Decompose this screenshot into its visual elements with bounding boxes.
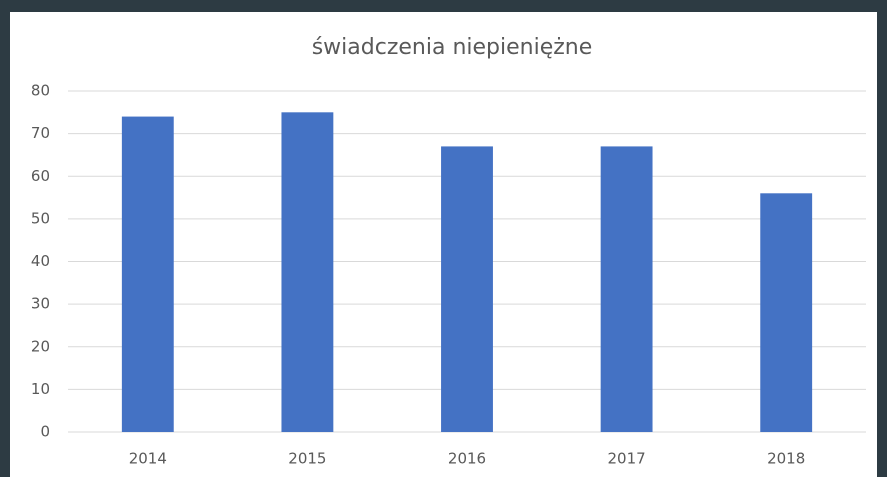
x-tick-label: 2018: [767, 450, 805, 468]
y-tick-label: 80: [31, 82, 50, 100]
y-tick-label: 20: [31, 337, 50, 355]
bar: [760, 193, 813, 432]
y-tick-label: 70: [31, 124, 50, 142]
x-tick-label: 2014: [129, 450, 167, 468]
bar: [121, 116, 174, 432]
y-tick-label: 0: [40, 423, 50, 441]
bar: [600, 146, 653, 432]
bar: [441, 146, 493, 432]
x-tick-label: 2017: [608, 450, 646, 468]
y-tick-label: 60: [31, 167, 50, 185]
x-tick-label: 2015: [288, 450, 326, 468]
bar: [281, 112, 334, 432]
y-tick-label: 30: [31, 295, 50, 313]
x-tick-label: 2016: [448, 450, 486, 468]
y-tick-label: 40: [31, 252, 50, 270]
y-tick-label: 50: [31, 209, 50, 227]
chart-title: świadczenia niepieniężne: [312, 35, 593, 60]
y-tick-label: 10: [31, 380, 50, 398]
